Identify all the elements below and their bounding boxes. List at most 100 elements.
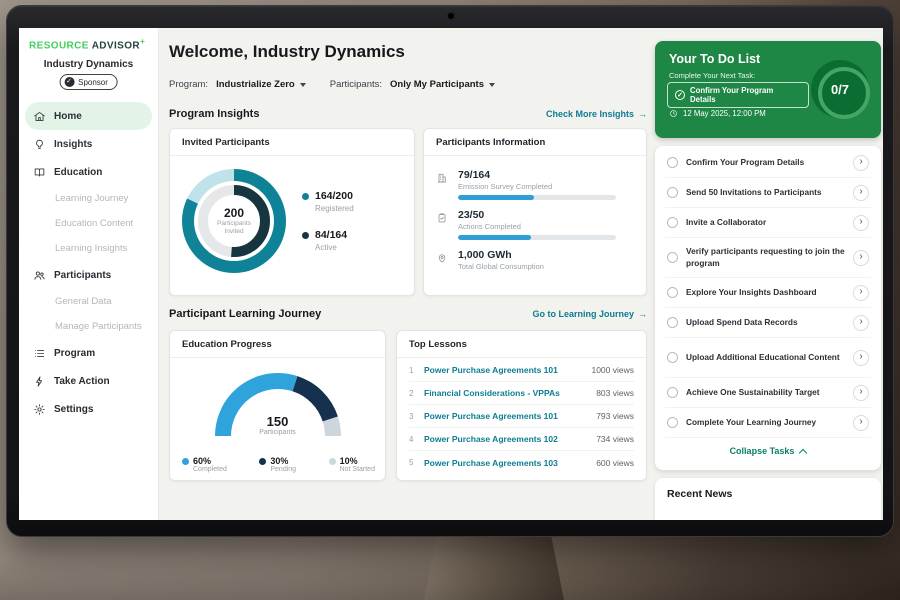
chevron-up-icon bbox=[799, 448, 808, 457]
legend-dot bbox=[328, 457, 336, 465]
task-chevron-button[interactable]: › bbox=[853, 349, 869, 366]
program-insights-section-header: Program Insights Check More Insights → bbox=[169, 108, 647, 120]
sidebar-item-home[interactable]: Home bbox=[25, 102, 152, 130]
sidebar-item-insights[interactable]: Insights bbox=[19, 130, 158, 158]
legend-dot bbox=[302, 231, 309, 239]
donut-center-label: Participants Invited bbox=[217, 219, 251, 235]
sidebar-item-label: Manage Participants bbox=[55, 321, 142, 332]
lesson-rank: 5 bbox=[409, 458, 414, 467]
sidebar-item-label: Insights bbox=[54, 138, 93, 150]
gauge-legend: 60% Completed 30% Pending 10% Not Starte… bbox=[182, 456, 375, 473]
section-title: Program Insights bbox=[169, 108, 260, 120]
arrow-right-icon: → bbox=[638, 109, 647, 119]
sidebar-item-label: Take Action bbox=[54, 375, 110, 387]
invited-participants-card: Invited Participants 200 Participants In… bbox=[169, 128, 415, 296]
todo-task-list: Confirm Your Program Details › Send 50 I… bbox=[655, 146, 881, 470]
legend-item: 84/164 Active bbox=[302, 229, 354, 252]
lesson-link[interactable]: Power Purchase Agreements 101 bbox=[424, 365, 558, 375]
chevron-right-icon: › bbox=[859, 250, 863, 262]
lesson-row: 3 Power Purchase Agreements 101 793 view… bbox=[409, 405, 634, 428]
legend-value: 84/164 bbox=[315, 229, 348, 241]
sidebar-item-learning-insights[interactable]: Learning Insights bbox=[19, 236, 158, 261]
task-row[interactable]: Send 50 Invitations to Participants › bbox=[665, 178, 871, 208]
task-checkbox[interactable] bbox=[667, 187, 678, 198]
task-row[interactable]: Invite a Collaborator › bbox=[665, 208, 871, 238]
chevron-down-icon bbox=[489, 82, 495, 87]
progress-bar bbox=[458, 195, 616, 200]
brand-primary: RESOURCE bbox=[29, 40, 89, 52]
task-checkbox[interactable] bbox=[667, 417, 678, 428]
legend-item: 30% Pending bbox=[259, 456, 296, 473]
invited-donut-chart: 200 Participants Invited bbox=[178, 165, 290, 277]
program-select[interactable]: Industrialize Zero bbox=[216, 79, 306, 90]
list-icon bbox=[33, 346, 47, 360]
task-row[interactable]: Complete Your Learning Journey › bbox=[665, 408, 871, 438]
lesson-link[interactable]: Power Purchase Agreements 101 bbox=[424, 411, 558, 421]
collapse-tasks-link[interactable]: Collapse Tasks bbox=[665, 438, 871, 464]
check-more-insights-link[interactable]: Check More Insights → bbox=[545, 109, 647, 119]
lesson-link[interactable]: Power Purchase Agreements 103 bbox=[424, 457, 558, 468]
sidebar-item-learning-journey[interactable]: Learning Journey bbox=[19, 186, 158, 211]
sidebar-item-label: Home bbox=[54, 110, 82, 122]
task-chevron-button[interactable]: › bbox=[853, 314, 869, 331]
todo-summary-card: Your To Do List Complete Your Next Task:… bbox=[655, 41, 881, 138]
top-lessons-card: Top Lessons 1 Power Purchase Agreements … bbox=[396, 330, 647, 481]
lesson-views: 793 views bbox=[596, 411, 634, 421]
task-chevron-button[interactable]: › bbox=[853, 384, 869, 401]
webcam-dot bbox=[448, 13, 454, 19]
lesson-row: 4 Power Purchase Agreements 102 734 view… bbox=[409, 428, 634, 451]
lesson-views: 803 views bbox=[596, 388, 634, 398]
sidebar-item-manage-participants[interactable]: Manage Participants bbox=[19, 314, 158, 339]
task-row[interactable]: Explore Your Insights Dashboard › bbox=[665, 278, 871, 308]
info-value: 23/50 bbox=[458, 209, 485, 221]
task-checkbox[interactable] bbox=[667, 157, 678, 168]
task-row[interactable]: Achieve One Sustainability Target › bbox=[665, 378, 871, 408]
recent-news-card: Recent News bbox=[655, 478, 881, 520]
task-checkbox[interactable] bbox=[667, 387, 678, 398]
due-date: 12 May 2025, 12:00 PM bbox=[669, 109, 766, 118]
sidebar-item-general-data[interactable]: General Data bbox=[19, 289, 158, 314]
task-checkbox[interactable] bbox=[667, 217, 678, 228]
task-row[interactable]: Verify participants requesting to join t… bbox=[665, 238, 871, 278]
next-task-label: Confirm Your Program Details bbox=[690, 86, 774, 104]
task-checkbox[interactable] bbox=[667, 252, 678, 263]
info-label: Actions Completed bbox=[458, 222, 521, 231]
task-checkbox[interactable] bbox=[667, 317, 678, 328]
participants-select[interactable]: Only My Participants bbox=[390, 79, 495, 90]
education-progress-card: Education Progress 150 Participants 60% … bbox=[169, 330, 386, 481]
task-row[interactable]: Upload Spend Data Records › bbox=[665, 308, 871, 338]
lesson-link[interactable]: Financial Considerations - VPPAs bbox=[424, 388, 560, 398]
task-checkbox[interactable] bbox=[667, 352, 678, 363]
sponsor-badge[interactable]: ✓ Sponsor bbox=[59, 74, 118, 90]
app-logo: RESOURCE ADVISOR+ bbox=[29, 37, 145, 51]
sidebar-item-program[interactable]: Program bbox=[19, 339, 158, 367]
sidebar-item-education[interactable]: Education bbox=[19, 158, 158, 186]
sponsor-badge-label: Sponsor bbox=[78, 77, 108, 87]
task-chevron-button[interactable]: › bbox=[853, 249, 869, 266]
sidebar-item-label: Settings bbox=[54, 403, 94, 415]
legend-dot bbox=[182, 457, 189, 465]
next-task-chip[interactable]: ✓ Confirm Your Program Details bbox=[667, 82, 809, 108]
chevron-right-icon: › bbox=[859, 185, 863, 197]
todo-progress-value: 0/7 bbox=[830, 81, 850, 97]
task-checkbox[interactable] bbox=[667, 287, 678, 298]
chevron-right-icon: › bbox=[859, 350, 863, 362]
sidebar-item-take-action[interactable]: Take Action bbox=[19, 367, 158, 395]
task-row[interactable]: Upload Additional Educational Content › bbox=[665, 338, 871, 378]
lesson-link[interactable]: Power Purchase Agreements 102 bbox=[424, 434, 558, 444]
task-chevron-button[interactable]: › bbox=[853, 214, 869, 231]
sidebar-item-participants[interactable]: Participants bbox=[19, 261, 158, 289]
task-chevron-button[interactable]: › bbox=[853, 284, 869, 301]
go-to-learning-journey-link[interactable]: Go to Learning Journey → bbox=[532, 309, 647, 319]
lesson-rank: 2 bbox=[409, 388, 414, 398]
task-chevron-button[interactable]: › bbox=[853, 414, 869, 431]
sidebar-nav: Home Insights Education Learning Journey bbox=[19, 102, 158, 423]
task-chevron-button[interactable]: › bbox=[853, 184, 869, 201]
sidebar-item-settings[interactable]: Settings bbox=[19, 395, 158, 423]
info-value: 1,000 GWh bbox=[458, 249, 512, 261]
lesson-views: 734 views bbox=[596, 434, 634, 444]
task-row[interactable]: Confirm Your Program Details › bbox=[665, 148, 871, 178]
participants-select-value: Only My Participants bbox=[390, 79, 484, 90]
sidebar-item-education-content[interactable]: Education Content bbox=[19, 211, 158, 236]
task-chevron-button[interactable]: › bbox=[853, 154, 869, 171]
